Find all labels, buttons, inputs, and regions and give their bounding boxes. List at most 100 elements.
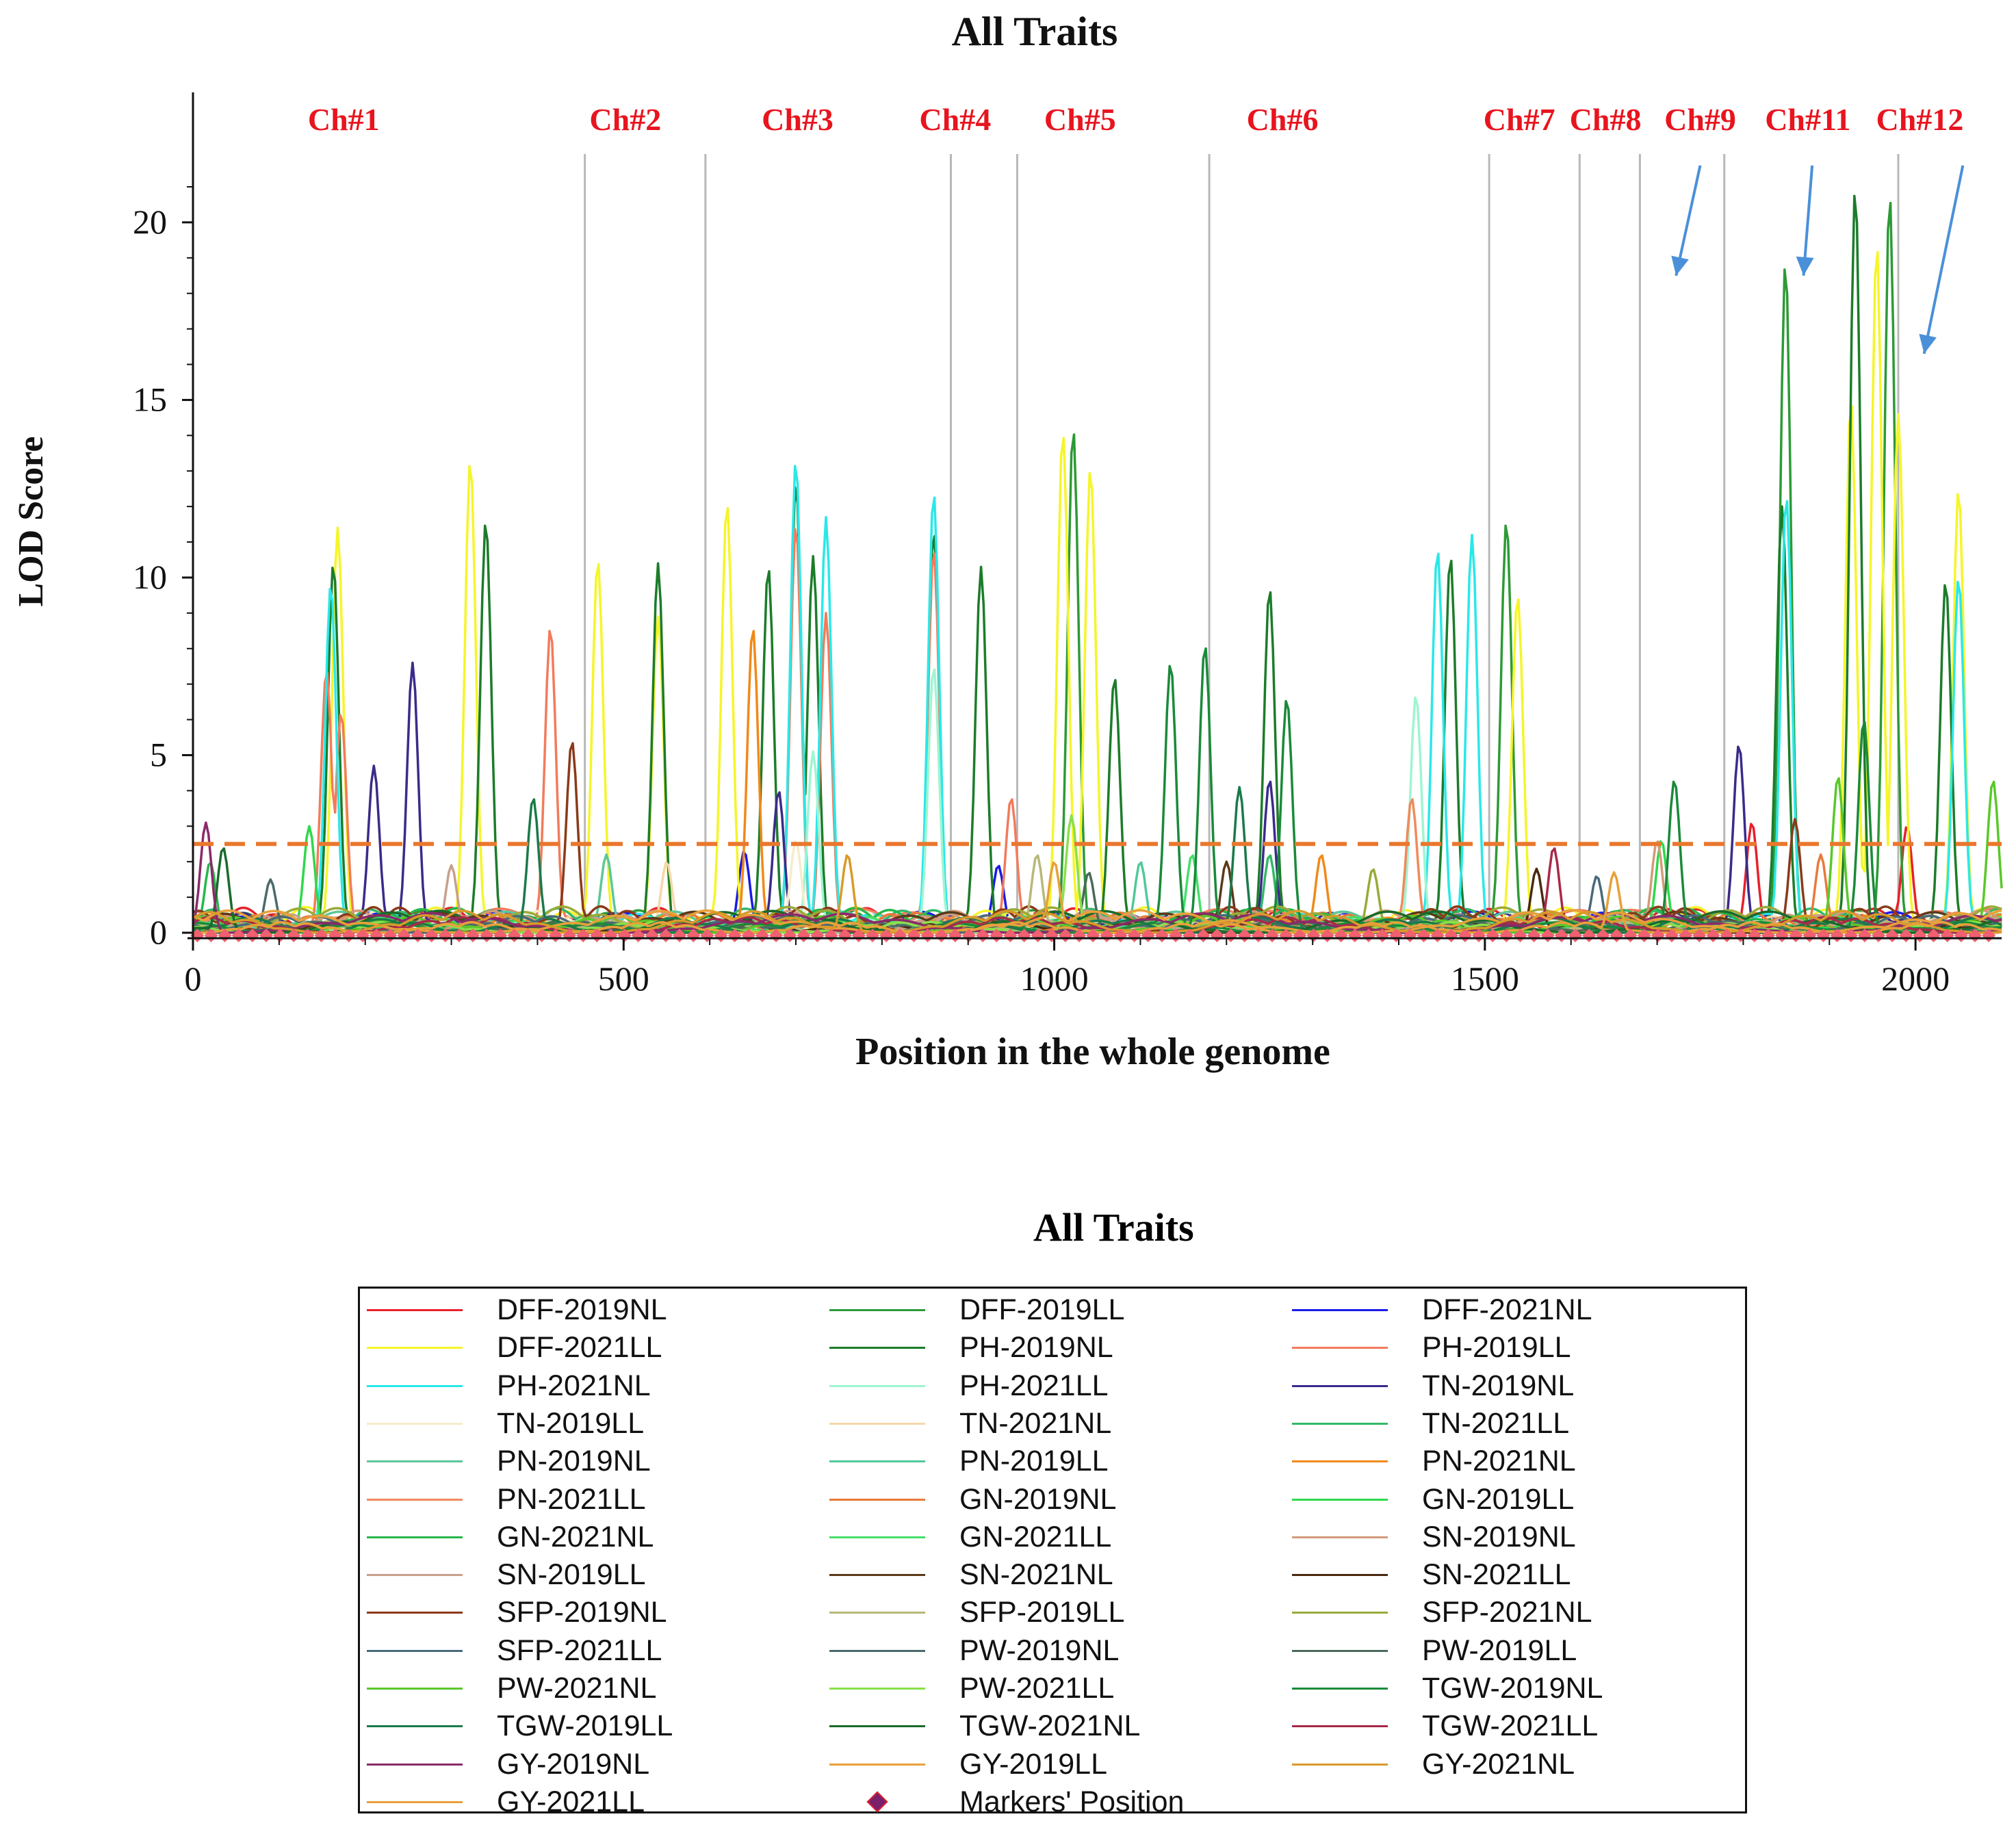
legend-swatch [367,1800,463,1803]
chromosome-label-0: Ch#1 [308,102,380,137]
legend-label: GN-2019NL [959,1482,1117,1516]
legend-label: PH-2021LL [959,1369,1109,1402]
x-tick-label-3: 1500 [1451,959,1519,998]
legend-item-23: SN-2021LL [1292,1556,1571,1594]
legend-label: GY-2021LL [497,1785,645,1818]
legend-swatch [1292,1574,1388,1577]
legend-item-2: DFF-2021NL [1292,1291,1592,1329]
legend-label: PW-2021LL [959,1672,1115,1705]
legend-item-6: PH-2021NL [367,1367,651,1405]
legend-item-18: GN-2021NL [367,1519,654,1556]
y-axis-label: LOD Score [12,437,51,607]
legend-label: SFP-2019LL [959,1596,1125,1629]
legend-swatch [829,1498,925,1501]
arrow-head-2 [1919,333,1937,354]
y-tick-label-1: 5 [150,735,167,773]
legend-item-0: DFF-2019NL [367,1291,667,1329]
series-line-4 [192,194,2002,934]
legend-item-13: PN-2019LL [829,1443,1109,1480]
legend-swatch [367,1725,463,1728]
legend-label: PN-2019LL [959,1445,1109,1478]
legend-swatch [367,1498,463,1501]
lod-chart: All Traits Ch#1 Ch#2 Ch#3 Ch#4 Ch#5 Ch#6 Ch#7 C… [12,9,2003,1073]
legend-swatch [1292,1347,1388,1349]
legend-label: DFF-2021NL [1422,1293,1592,1326]
legend-item-26: SFP-2021NL [1292,1594,1592,1631]
legend-item-19: GN-2021LL [829,1519,1111,1556]
legend-label: SFP-2019NL [497,1596,667,1629]
legend-item-24: SFP-2019NL [367,1594,667,1631]
legend-swatch [1292,1422,1388,1425]
legend-item-32: TGW-2019NL [1292,1670,1603,1707]
legend-swatch [1292,1612,1388,1614]
legend-swatch [829,1536,925,1538]
legend-swatch [367,1384,463,1387]
legend-swatch [829,1725,925,1728]
legend-item-31: PW-2021LL [829,1670,1114,1707]
chromosome-labels: Ch#1 Ch#2 Ch#3 Ch#4 Ch#5 Ch#6 Ch#7 Ch#8 Ch#9 Ch#1… [308,102,1963,137]
series-lines [192,194,2003,934]
chromosome-label-2: Ch#3 [762,102,833,137]
legend-label: TGW-2021LL [1422,1709,1599,1743]
legend-item-34: TGW-2021NL [829,1707,1140,1745]
legend-item-7: PH-2021LL [829,1367,1109,1405]
series-line-36 [192,821,2002,934]
legend-item-15: PN-2021LL [367,1481,646,1519]
arrow-line-0 [1675,165,1702,276]
legend-swatch [367,1649,463,1652]
legend-label: PW-2019NL [959,1633,1120,1667]
axes: 0 5 10 15 20 0 500 1000 1500 2000 [133,92,2002,998]
series-line-3 [192,250,2003,934]
series-line-37 [192,861,2002,934]
legend-swatch [367,1460,463,1463]
legend-swatch [829,1649,925,1652]
legend-label: Markers' Position [959,1785,1185,1818]
chromosome-label-6: Ch#7 [1484,102,1555,137]
legend-label: GY-2019LL [959,1747,1107,1781]
legend-label: TGW-2021NL [959,1709,1141,1743]
legend-label: PH-2019LL [1422,1331,1571,1365]
x-tick-label-0: 0 [185,959,202,998]
chromosome-label-7: Ch#8 [1570,102,1642,137]
legend-swatch [367,1309,463,1311]
legend-item-11: TN-2021LL [1292,1405,1569,1443]
legend-swatch [829,1763,925,1766]
legend-swatch [829,1688,925,1690]
chromosome-label-8: Ch#9 [1664,102,1736,137]
legend-swatch [829,1309,925,1311]
legend-label: GN-2019LL [1422,1482,1575,1516]
legend-label: DFF-2019LL [959,1293,1125,1326]
legend-label: PN-2019NL [497,1445,651,1478]
legend-swatch [367,1347,463,1349]
x-axis-label: Position in the whole genome [855,1031,1330,1073]
legend-label: GY-2019NL [497,1747,650,1781]
legend-swatch [367,1536,463,1538]
legend-item-14: PN-2021NL [1292,1443,1576,1480]
legend-item-9: TN-2019LL [367,1405,644,1443]
series-line-24 [192,742,2002,934]
legend-label: TN-2019NL [1422,1369,1575,1402]
legend-label: PN-2021LL [497,1482,646,1516]
legend-item-4: PH-2019NL [829,1329,1113,1367]
legend-item-5: PH-2019LL [1292,1329,1571,1367]
x-tick-label-4: 2000 [1881,959,1950,998]
legend-swatch [1292,1498,1388,1501]
arrow-head-1 [1796,256,1814,276]
legend-label: PH-2021NL [497,1369,651,1402]
legend-swatch [829,1460,925,1463]
legend: DFF-2019NL DFF-2019LL DFF-2021NL DFF-2021LL… [358,1287,1747,1818]
legend-label: DFF-2021LL [497,1331,662,1365]
x-tick-label-1: 500 [598,959,649,998]
arrow-line-2 [1922,165,1965,354]
legend-label: PN-2021NL [1422,1445,1576,1478]
legend-label: PW-2021NL [497,1672,657,1705]
chart-title: All Traits [952,9,1118,54]
legend-label: PH-2019NL [959,1331,1113,1365]
series-line-39 [193,871,2002,934]
legend-item-17: GN-2019LL [1292,1481,1574,1519]
legend-swatch [367,1574,463,1577]
legend-item-33: TGW-2019LL [367,1707,673,1745]
legend-swatch [367,1422,463,1425]
legend-label: SFP-2021NL [1422,1596,1592,1629]
legend-item-36: GY-2019NL [367,1746,649,1783]
